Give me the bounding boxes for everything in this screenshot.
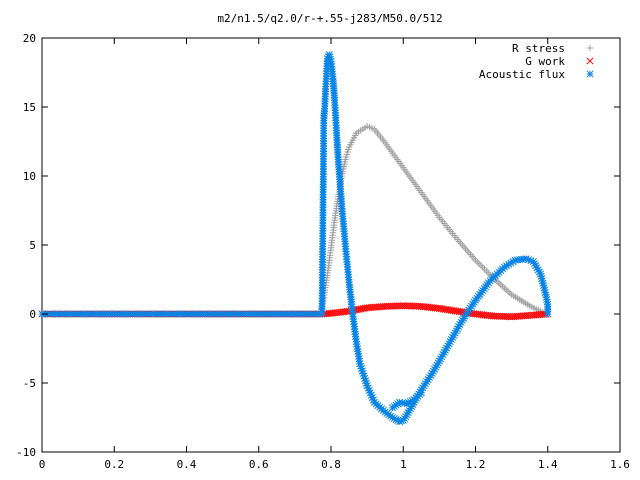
x-tick-label: 1.4 [538, 458, 558, 471]
y-tick-label: -10 [16, 446, 36, 459]
data-point [544, 310, 552, 318]
data-point [388, 404, 396, 412]
x-tick-label: 0.4 [177, 458, 197, 471]
x-tick-label: 0.2 [104, 458, 124, 471]
x-tick-label: 0 [39, 458, 46, 471]
legend-label: R stress [512, 42, 565, 55]
legend-label: Acoustic flux [479, 68, 565, 81]
y-tick-label: 15 [23, 101, 36, 114]
y-tick-label: 5 [29, 239, 36, 252]
legend-marker [586, 57, 594, 65]
axes: 0 0.2 0.4 0.6 0.8 1 1.2 1.4 1.6 -10 -5 0 5 10 15 20 [16, 32, 630, 471]
series-0 [38, 123, 551, 318]
x-tick-label: 1.6 [610, 458, 630, 471]
plot-area [38, 51, 552, 426]
x-tick-label: 1.2 [466, 458, 486, 471]
legend-marker [586, 70, 594, 78]
y-tick-label: -5 [23, 377, 36, 390]
y-tick-label: 10 [23, 170, 36, 183]
y-tick-label: 0 [29, 308, 36, 321]
chart-title: m2/n1.5/q2.0/r-+.55-j283/M50.0/512 [217, 12, 442, 25]
legend-marker [586, 44, 594, 52]
series-2 [38, 51, 552, 426]
legend-label: G work [525, 55, 565, 68]
series-3 [388, 389, 425, 412]
x-tick-label: 0.6 [249, 458, 269, 471]
x-tick-label: 1 [400, 458, 407, 471]
x-tick-label: 0.8 [321, 458, 341, 471]
y-tick-label: 20 [23, 32, 36, 45]
